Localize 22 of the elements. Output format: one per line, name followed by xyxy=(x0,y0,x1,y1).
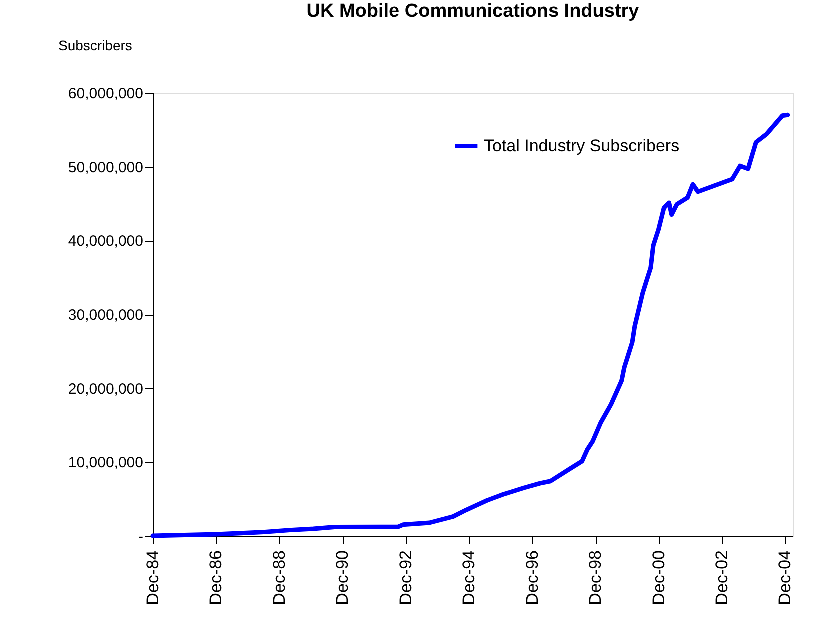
y-axis-title: Subscribers xyxy=(58,38,132,54)
y-tick-label: 60,000,000 xyxy=(68,86,144,102)
y-tick-label: 20,000,000 xyxy=(68,380,144,398)
y-tick-label: 40,000,000 xyxy=(68,233,144,250)
x-tick-label: Dec-92 xyxy=(396,550,416,606)
x-tick-label: Dec-86 xyxy=(206,550,226,606)
chart-title: UK Mobile Communications Industry xyxy=(306,1,640,22)
line-series xyxy=(150,112,790,538)
x-tick-label: Dec-00 xyxy=(649,550,668,606)
legend-label: Total Industry Subscribers xyxy=(484,136,680,156)
x-tick-label: Dec-98 xyxy=(586,550,606,606)
x-tick-label: Dec-84 xyxy=(144,550,162,606)
y-tick-label: 50,000,000 xyxy=(68,159,144,176)
x-tick-label: Dec-96 xyxy=(522,550,542,606)
x-tick-label: Dec-02 xyxy=(712,550,732,606)
x-tick-label: Dec-88 xyxy=(270,550,289,606)
x-tick-label: Dec-94 xyxy=(460,550,479,606)
x-tick-label: Dec-04 xyxy=(776,550,795,606)
y-tick-label: 30,000,000 xyxy=(68,307,144,324)
x-tick-label: Dec-90 xyxy=(333,550,352,606)
y-tick-label: - xyxy=(138,528,144,546)
y-tick-label: 10,000,000 xyxy=(68,454,144,472)
